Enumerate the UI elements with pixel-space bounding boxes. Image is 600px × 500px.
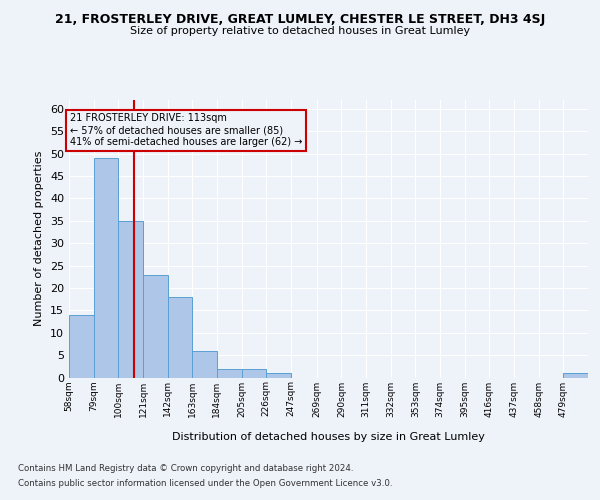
Text: Size of property relative to detached houses in Great Lumley: Size of property relative to detached ho… (130, 26, 470, 36)
Bar (266, 373, 291, 378)
Bar (192, 350, 217, 378)
Text: 21 FROSTERLEY DRIVE: 113sqm
← 57% of detached houses are smaller (85)
41% of sem: 21 FROSTERLEY DRIVE: 113sqm ← 57% of det… (70, 114, 302, 146)
Bar (167, 297, 192, 378)
Bar (69, 315, 94, 378)
Y-axis label: Number of detached properties: Number of detached properties (34, 151, 44, 326)
Bar (217, 368, 242, 378)
Text: Contains public sector information licensed under the Open Government Licence v3: Contains public sector information licen… (18, 479, 392, 488)
Bar (242, 368, 266, 378)
Text: Contains HM Land Registry data © Crown copyright and database right 2024.: Contains HM Land Registry data © Crown c… (18, 464, 353, 473)
Bar (143, 274, 167, 378)
Bar (563, 373, 588, 378)
Text: Distribution of detached houses by size in Great Lumley: Distribution of detached houses by size … (172, 432, 485, 442)
Text: 21, FROSTERLEY DRIVE, GREAT LUMLEY, CHESTER LE STREET, DH3 4SJ: 21, FROSTERLEY DRIVE, GREAT LUMLEY, CHES… (55, 12, 545, 26)
Bar (94, 158, 118, 378)
Bar (118, 221, 143, 378)
